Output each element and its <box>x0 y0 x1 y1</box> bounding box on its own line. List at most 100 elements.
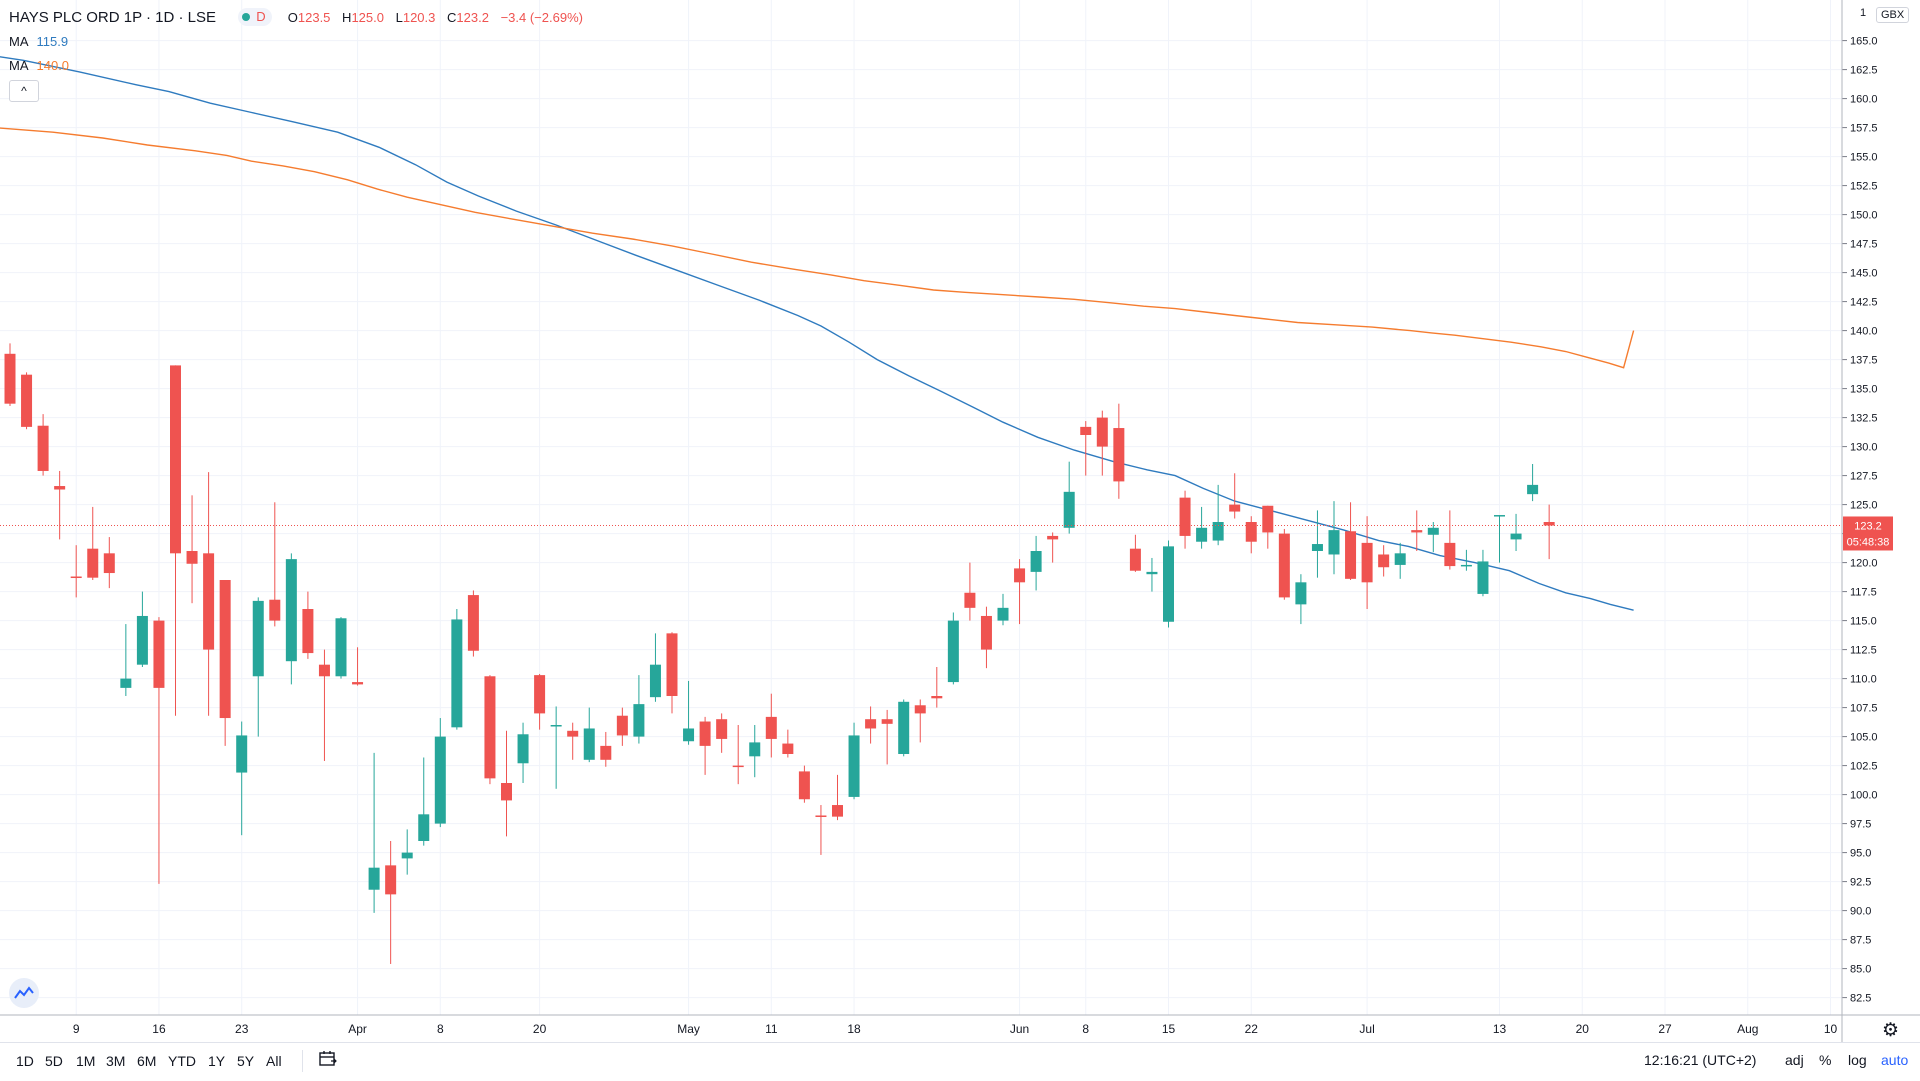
candle-body <box>434 736 446 824</box>
candle-body <box>136 615 148 665</box>
candle-body <box>848 735 860 797</box>
x-tick-label: 8 <box>437 1022 444 1036</box>
y-tick-label: 145.0 <box>1850 268 1878 280</box>
candle-body <box>964 592 976 608</box>
y-tick-label: 135.0 <box>1850 384 1878 396</box>
candle-body <box>798 771 810 800</box>
y-tick-label: 130.0 <box>1850 442 1878 454</box>
axes: 82.585.087.590.092.595.097.5100.0102.510… <box>0 0 1920 1042</box>
logo-icon <box>14 986 34 999</box>
moving-averages <box>0 56 1635 611</box>
candle-body <box>1245 522 1257 542</box>
ma-slow-legend[interactable]: MA 140.0 <box>9 58 70 73</box>
percent-toggle[interactable]: % <box>1819 1052 1832 1068</box>
candle-body <box>765 716 777 739</box>
candle-body <box>252 600 264 677</box>
candle-body <box>70 576 82 579</box>
candle-body <box>385 865 397 895</box>
y-tick-label: 142.5 <box>1850 297 1878 309</box>
adj-toggle[interactable]: adj <box>1785 1052 1804 1068</box>
x-tick-label: Jul <box>1359 1022 1374 1036</box>
countdown-label: 05:48:38 <box>1847 536 1890 548</box>
ma-fast-legend[interactable]: MA 115.9 <box>9 34 69 49</box>
candle-body <box>898 701 910 754</box>
candle-body <box>815 815 827 817</box>
candle-body <box>451 619 463 728</box>
candle-body <box>103 553 115 574</box>
x-tick-label: 20 <box>533 1022 547 1036</box>
candle-body <box>401 852 413 859</box>
candle-body <box>980 615 992 650</box>
candle-body <box>1494 515 1505 517</box>
candle-body <box>683 728 695 742</box>
y-tick-label: 152.5 <box>1850 181 1878 193</box>
chart-canvas[interactable]: 82.585.087.590.092.595.097.5100.0102.510… <box>0 0 1920 1042</box>
candle-body <box>1096 417 1108 447</box>
market-status-badge[interactable]: D <box>238 8 272 26</box>
candle-body <box>600 745 612 760</box>
candle-body <box>931 696 943 699</box>
candle-body <box>4 353 16 404</box>
candle-body <box>203 553 215 650</box>
currency-badge[interactable]: GBX <box>1876 7 1910 23</box>
candle-body <box>716 719 728 739</box>
x-tick-label: Apr <box>348 1022 367 1036</box>
y-tick-label: 85.0 <box>1850 964 1871 976</box>
candle-body <box>1543 522 1555 526</box>
y-tick-label: 110.0 <box>1850 674 1877 686</box>
candle-body <box>1460 564 1472 567</box>
candle-body <box>1163 546 1174 622</box>
toolbar-divider <box>302 1050 303 1072</box>
x-tick-label: 22 <box>1245 1022 1259 1036</box>
clock-readout[interactable]: 12:16:21 (UTC+2) <box>1644 1052 1757 1068</box>
candle-body <box>21 374 33 427</box>
range-ytd-button[interactable]: YTD <box>168 1053 196 1069</box>
high-value: 125.0 <box>351 10 384 25</box>
collapse-legend-button[interactable]: ^ <box>9 80 39 102</box>
y-tick-label: 125.0 <box>1850 500 1878 512</box>
candle-body <box>881 719 893 724</box>
candle-body <box>236 735 248 773</box>
x-tick-label: 11 <box>765 1022 778 1036</box>
range-6m-button[interactable]: 6M <box>137 1053 157 1069</box>
x-tick-label: May <box>677 1022 700 1036</box>
candle-body <box>1345 531 1357 579</box>
log-toggle[interactable]: log <box>1848 1052 1867 1068</box>
candle-body <box>534 675 546 714</box>
candle-body <box>170 365 181 554</box>
candle-body <box>120 678 132 688</box>
range-5y-button[interactable]: 5Y <box>237 1053 255 1069</box>
tradingview-logo-button[interactable] <box>9 978 39 1008</box>
gear-icon[interactable]: ⚙ <box>1882 1020 1900 1041</box>
chevron-up-icon: ^ <box>21 84 27 98</box>
y-tick-label: 95.0 <box>1850 848 1871 860</box>
candle-body <box>467 595 479 651</box>
candle-body <box>54 486 66 490</box>
range-5d-button[interactable]: 5D <box>45 1053 63 1069</box>
range-3m-button[interactable]: 3M <box>106 1053 126 1069</box>
x-tick-label: 9 <box>73 1022 80 1036</box>
range-1m-button[interactable]: 1M <box>76 1053 96 1069</box>
last-price-badge <box>1843 516 1893 551</box>
candle-body <box>567 730 579 737</box>
range-all-button[interactable]: All <box>266 1053 282 1069</box>
range-1d-button[interactable]: 1D <box>16 1053 34 1069</box>
last-price-label: 123.2 <box>1854 520 1882 532</box>
y-tick-label: 137.5 <box>1850 355 1878 367</box>
candle-body <box>699 721 711 746</box>
candle-body <box>1427 527 1439 535</box>
calendar-icon[interactable] <box>318 1050 338 1068</box>
candle-body <box>352 682 364 685</box>
candle-body <box>517 734 529 764</box>
symbol-title[interactable]: HAYS PLC ORD 1P · 1D · LSE <box>9 9 217 26</box>
candle-body <box>1080 426 1092 435</box>
y-tick-label: 82.5 <box>1850 993 1871 1005</box>
x-tick-label: Aug <box>1737 1022 1758 1036</box>
candle-body <box>87 548 99 578</box>
x-tick-label: Jun <box>1010 1022 1029 1036</box>
candle-body <box>1146 571 1158 575</box>
range-1y-button[interactable]: 1Y <box>208 1053 226 1069</box>
y-tick-label: 102.5 <box>1850 761 1878 773</box>
auto-toggle[interactable]: auto <box>1881 1052 1909 1068</box>
y-tick-label: 140.0 <box>1850 326 1878 338</box>
